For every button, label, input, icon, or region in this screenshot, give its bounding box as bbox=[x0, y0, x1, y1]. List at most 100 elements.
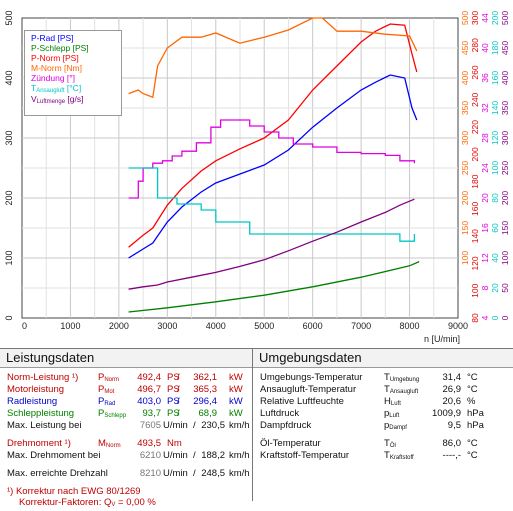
correction-factor-note: Korrektur-Faktoren: QV = 0,00 % bbox=[19, 497, 156, 511]
y-tick-label-ignition: 36 bbox=[480, 73, 490, 83]
torque-at-label: Max. Drehmoment bei bbox=[7, 450, 101, 461]
y-tick-label-left: 200 bbox=[4, 190, 14, 205]
row-value-1: 492,4 bbox=[137, 372, 161, 383]
leistung-row: Motorleistung PMot 496,7 PS/ 365,3 kW bbox=[0, 384, 252, 396]
umgebung-label: Kraftstoff-Temperatur bbox=[260, 450, 350, 461]
umgebung-row: Öl-Temperatur TÖl 86,0 °C bbox=[253, 438, 513, 450]
y-tick-label-power: 150 bbox=[460, 221, 470, 235]
row-symbol-sub: Schlepp bbox=[104, 413, 127, 419]
row-symbol: PMot bbox=[98, 384, 115, 395]
y-tick-label-temperature: 160 bbox=[490, 71, 500, 85]
torque-label: Drehmoment ¹) bbox=[7, 438, 71, 449]
row-label: Max. Leistung bei bbox=[7, 420, 82, 431]
y-tick-label-ignition: 20 bbox=[480, 193, 490, 203]
x-tick-label: 3000 bbox=[157, 321, 177, 331]
umgebung-symbol: TKraftstoff bbox=[384, 450, 414, 461]
max-rpm-rpm: 8210 bbox=[139, 468, 161, 479]
series-line-3 bbox=[128, 17, 418, 99]
leistung-row: Radleistung PRad 403,0 PS/ 296,4 kW bbox=[0, 396, 252, 408]
umgebung-value: 26,9 bbox=[442, 384, 462, 395]
correction-factor-label: Korrektur-Faktoren: Q bbox=[19, 497, 112, 508]
y-tick-label-torque: 80 bbox=[470, 313, 480, 323]
row-symbol-sub: Rad bbox=[104, 401, 116, 407]
legend-p-schlepp: P-Schlepp [PS] bbox=[31, 43, 89, 53]
umgebung-symbol: TÖl bbox=[384, 438, 396, 449]
y-tick-label-ignition: 44 bbox=[480, 13, 490, 23]
x-tick-label: 7000 bbox=[351, 321, 371, 331]
y-tick-label-temperature: 0 bbox=[490, 315, 500, 320]
correction-note: ¹) Korrektur nach EWG 80/1269 bbox=[7, 486, 141, 497]
umgebung-value: 20,6 bbox=[442, 396, 462, 407]
y-tick-label-left: 500 bbox=[4, 10, 14, 25]
umgebung-symbol: pDampf bbox=[384, 420, 407, 431]
umgebung-label: Umgebungs-Temperatur bbox=[260, 372, 363, 383]
row-unit-1: PS bbox=[167, 408, 180, 419]
y-tick-label-ignition: 40 bbox=[480, 43, 490, 53]
max-rpm-separator: / bbox=[193, 468, 196, 479]
max-rpm-row: Max. erreichte Drehzahl 8210 U/min / 248,5 km… bbox=[0, 468, 252, 480]
row-value-2: 68,9 bbox=[198, 408, 218, 419]
x-tick-label: 1000 bbox=[60, 321, 80, 331]
umgebung-symbol-sub: Luft bbox=[389, 413, 400, 419]
y-tick-label-torque: 300 bbox=[470, 11, 480, 25]
y-tick-label-left: 100 bbox=[4, 250, 14, 265]
umgebung-value: ----,- bbox=[442, 450, 461, 461]
umgebung-unit: °C bbox=[467, 438, 478, 449]
y-tick-label-airflow: 150 bbox=[500, 221, 510, 235]
torque-row: Drehmoment ¹) MNorm 493,5 Nm bbox=[0, 438, 252, 450]
row-separator: / bbox=[177, 396, 180, 407]
torque-at-rpm-unit: U/min bbox=[163, 450, 188, 461]
y-tick-label-power: 200 bbox=[460, 191, 470, 205]
y-tick-label-torque: 200 bbox=[470, 147, 480, 161]
dyno-chart: 0 1000 2000 3000 4000 5000 6000 7000 8000 9000 n [… bbox=[4, 10, 510, 344]
y-tick-label-torque: 220 bbox=[470, 120, 480, 134]
max-rpm-label: Max. erreichte Drehzahl bbox=[7, 468, 108, 479]
series-line-2 bbox=[128, 23, 418, 248]
umgebung-label: Relative Luftfeuchte bbox=[260, 396, 344, 407]
y-tick-label-ignition: 28 bbox=[480, 133, 490, 143]
row-separator: / bbox=[177, 384, 180, 395]
umgebung-unit: °C bbox=[467, 384, 478, 395]
y-tick-label-left: 0 bbox=[4, 315, 14, 320]
y-tick-label-ignition: 32 bbox=[480, 103, 490, 113]
row-separator: / bbox=[193, 420, 196, 431]
umgebung-symbol-sub: Dampf bbox=[389, 425, 407, 431]
y-tick-label-temperature: 140 bbox=[490, 101, 500, 115]
leistungsdaten-panel: Leistungsdaten Norm-Leistung ¹) PNorm 492,… bbox=[0, 349, 253, 508]
leistung-row: Schleppleistung PSchlepp 93,7 PS/ 68,9 kW bbox=[0, 408, 252, 420]
torque-symbol: MNorm bbox=[98, 438, 121, 449]
y-tick-label-airflow: 350 bbox=[500, 101, 510, 115]
y-tick-label-torque: 280 bbox=[470, 38, 480, 52]
data-tables: Leistungsdaten Norm-Leistung ¹) PNorm 492,… bbox=[0, 348, 513, 508]
series-line-1 bbox=[128, 261, 420, 313]
y-tick-label-power: 500 bbox=[460, 11, 470, 25]
x-tick-label: 0 bbox=[22, 321, 27, 331]
umgebung-symbol: TAnsaugluft bbox=[384, 384, 419, 395]
umgebung-label: Dampfdruck bbox=[260, 420, 312, 431]
y-tick-label-ignition: 16 bbox=[480, 223, 490, 233]
row-unit-2: kW bbox=[229, 384, 243, 395]
row-value-1: 93,7 bbox=[142, 408, 162, 419]
y-tick-label-torque: 260 bbox=[470, 65, 480, 79]
max-rpm-speed: 248,5 bbox=[201, 468, 225, 479]
x-tick-label: 4000 bbox=[206, 321, 226, 331]
umgebung-row: Kraftstoff-Temperatur TKraftstoff ----,- °C bbox=[253, 450, 513, 462]
y-tick-label-ignition: 12 bbox=[480, 253, 490, 263]
leistungsdaten-title: Leistungsdaten bbox=[0, 349, 252, 368]
legend-v-luftmenge: VLuftmenge [g/s] bbox=[31, 94, 84, 105]
y-tick-label-power: 400 bbox=[460, 71, 470, 85]
row-symbol: PNorm bbox=[98, 372, 120, 383]
row-unit-2: kW bbox=[229, 408, 243, 419]
row-value-1: 7605 bbox=[139, 420, 161, 431]
row-value-2: 230,5 bbox=[201, 420, 225, 431]
umgebung-value: 86,0 bbox=[442, 438, 462, 449]
y-tick-label-airflow: 400 bbox=[500, 71, 510, 85]
row-unit-1: U/min bbox=[163, 420, 188, 431]
y-tick-label-torque: 100 bbox=[470, 283, 480, 297]
y-tick-label-airflow: 0 bbox=[500, 315, 510, 320]
umgebung-row: Umgebungs-Temperatur TUmgebung 31,4 °C bbox=[253, 372, 513, 384]
y-tick-label-temperature: 100 bbox=[490, 161, 500, 175]
legend-t-ansaugluft: TAnsaugluft [°C] bbox=[31, 83, 82, 94]
umgebung-label: Öl-Temperatur bbox=[260, 438, 321, 449]
y-tick-label-left: 300 bbox=[4, 130, 14, 145]
